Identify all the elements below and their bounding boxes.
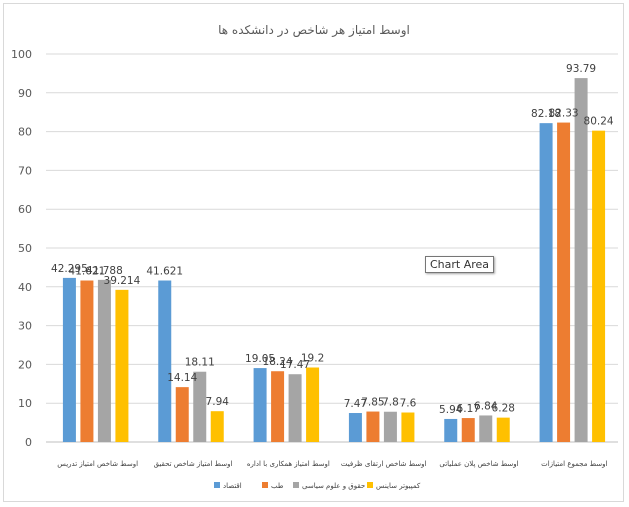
data-label: 7.6 <box>400 398 417 410</box>
bar[interactable] <box>348 413 362 442</box>
data-label: 7.47 <box>344 398 367 410</box>
data-label: 17.47 <box>280 359 310 371</box>
data-label: 41.621 <box>146 266 183 278</box>
y-tick-label: 0 <box>25 436 32 449</box>
bar[interactable] <box>539 123 553 442</box>
data-label: 19.2 <box>301 353 324 365</box>
data-label: 42.295 <box>51 263 88 275</box>
bar[interactable] <box>306 367 320 442</box>
bar[interactable] <box>253 368 267 442</box>
data-label: 5.94 <box>439 404 463 416</box>
bar[interactable] <box>401 412 415 442</box>
y-tick-label: 50 <box>18 242 32 255</box>
bars <box>62 78 606 443</box>
bar[interactable] <box>366 411 380 442</box>
y-tick-label: 70 <box>18 164 32 177</box>
y-tick-label: 60 <box>18 203 32 216</box>
data-label: 19.05 <box>245 353 275 365</box>
chart-area-tooltip: Chart Area <box>425 256 495 273</box>
data-label: 14.14 <box>167 372 197 384</box>
data-label: 18.24 <box>263 356 293 368</box>
chart-area[interactable]: اوسط امتیاز هر شاخص در دانشکده ها 0 10 20 3… <box>3 3 624 502</box>
bar[interactable] <box>97 279 111 442</box>
y-tick-label: 30 <box>18 320 32 333</box>
legend-label: طب <box>271 482 284 490</box>
y-tick-label: 80 <box>18 126 32 139</box>
bar[interactable] <box>444 418 458 442</box>
bar[interactable] <box>461 418 475 442</box>
data-label: 82.33 <box>549 108 579 120</box>
data-label: 41.788 <box>86 265 123 277</box>
data-label: 82.18 <box>531 108 561 120</box>
chart-title: اوسط امتیاز هر شاخص در دانشکده ها <box>218 23 410 38</box>
bar-chart: اوسط امتیاز هر شاخص در دانشکده ها 0 10 20 3… <box>11 23 618 490</box>
bar[interactable] <box>271 371 285 442</box>
bar[interactable] <box>193 371 207 442</box>
legend-swatch <box>214 482 220 488</box>
y-tick-label: 10 <box>18 397 32 410</box>
y-axis: 0 10 20 30 40 50 60 70 80 90 100 <box>11 48 32 449</box>
bar[interactable] <box>496 417 510 442</box>
category-label: اوسط امتیاز همکاری با اداره <box>247 460 330 468</box>
category-label: اوسط امتیاز شاخص تحقیق <box>154 460 233 468</box>
data-label: 41.621 <box>69 266 106 278</box>
y-tick-label: 20 <box>18 358 32 371</box>
x-axis: اوسط شاخص امتیاز تدریس اوسط امتیاز شاخص ت… <box>57 460 607 468</box>
bar[interactable] <box>383 411 397 442</box>
data-label: 80.24 <box>584 116 614 128</box>
data-label: 6.28 <box>492 403 515 415</box>
y-tick-label: 100 <box>11 48 32 61</box>
category-label: اوسط مجموع امتیازات <box>541 460 607 468</box>
legend-label: اقتصاد <box>223 482 242 490</box>
data-label: 7.8 <box>382 397 399 409</box>
category-label: اوسط شاخص امتیاز تدریس <box>57 460 138 468</box>
legend-swatch <box>293 482 299 488</box>
bar[interactable] <box>115 289 129 442</box>
category-label: اوسط شاخص پلان عملیاتی <box>439 460 518 468</box>
bar[interactable] <box>479 415 493 442</box>
data-label: 39.214 <box>104 275 141 287</box>
bar[interactable] <box>574 78 588 443</box>
data-label: 6.17 <box>457 403 480 415</box>
legend: اقتصاد طب حقوق و علوم سیاسی کمپیوتر ساینس <box>214 482 421 490</box>
bar[interactable] <box>175 387 189 442</box>
data-labels: 42.29541.62141.78839.21441.62114.1418.11… <box>51 63 614 416</box>
legend-swatch <box>367 482 373 488</box>
bar[interactable] <box>158 280 172 442</box>
legend-label: حقوق و علوم سیاسی <box>302 482 365 490</box>
bar[interactable] <box>62 277 76 442</box>
bar[interactable] <box>557 122 571 442</box>
data-label: 7.94 <box>206 396 230 408</box>
bar[interactable] <box>288 374 302 442</box>
legend-label: کمپیوتر ساینس <box>376 482 421 490</box>
category-label: اوسط شاخص ارتقای ظرفیت <box>341 460 427 468</box>
legend-swatch <box>262 482 268 488</box>
y-tick-label: 40 <box>18 281 32 294</box>
y-tick-label: 90 <box>18 87 32 100</box>
data-label: 18.11 <box>185 357 215 369</box>
bar[interactable] <box>80 280 94 442</box>
bar[interactable] <box>592 130 606 442</box>
data-label: 7.85 <box>361 397 384 409</box>
data-label: 6.84 <box>474 400 498 412</box>
data-label: 93.79 <box>566 63 596 75</box>
gridlines <box>46 53 618 443</box>
bar[interactable] <box>210 411 224 442</box>
